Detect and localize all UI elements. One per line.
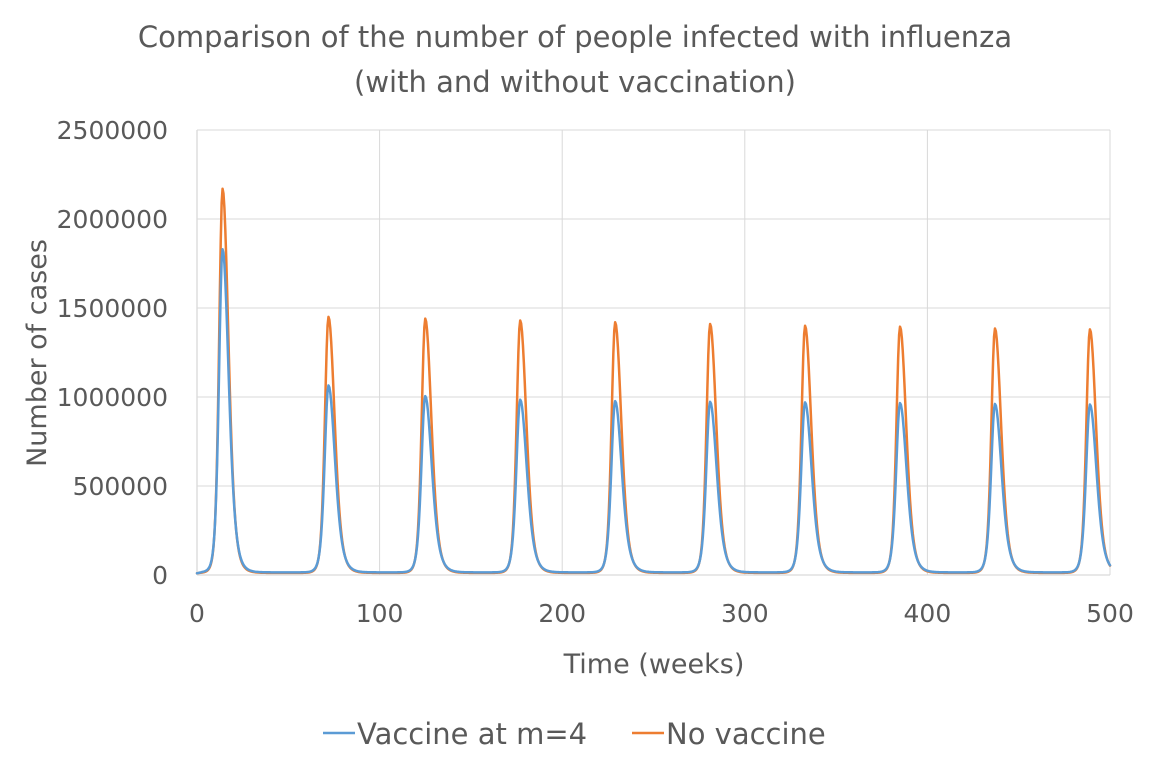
x-tick-label: 100 <box>356 599 404 628</box>
x-axis-label: Time (weeks) <box>563 649 745 680</box>
legend-label-vaccine: Vaccine at m=4 <box>357 717 587 751</box>
series-lines <box>195 187 1112 575</box>
chart-title: Comparison of the number of people infec… <box>138 20 1012 54</box>
axes <box>196 130 1110 576</box>
x-tick-label: 0 <box>189 599 205 628</box>
y-tick-labels: 0 500000 1000000 1500000 2000000 2500000 <box>57 116 168 590</box>
series-line-vaccine <box>195 248 1112 575</box>
y-tick-label: 1500000 <box>57 294 168 323</box>
y-tick-label: 2500000 <box>57 116 168 145</box>
gridlines <box>197 129 1111 575</box>
x-tick-label: 500 <box>1086 599 1134 628</box>
y-tick-label: 1000000 <box>57 383 168 412</box>
legend-label-no-vaccine: No vaccine <box>666 717 826 751</box>
legend: Vaccine at m=4 No vaccine <box>323 717 826 751</box>
y-tick-label: 500000 <box>73 472 168 501</box>
x-tick-label: 400 <box>904 599 952 628</box>
x-tick-label: 200 <box>538 599 586 628</box>
x-tick-label: 300 <box>721 599 769 628</box>
series-line-no-vaccine <box>195 187 1112 575</box>
y-tick-label: 2000000 <box>57 205 168 234</box>
chart-subtitle: (with and without vaccination) <box>354 65 796 99</box>
x-tick-labels: 0 100 200 300 400 500 <box>189 599 1134 628</box>
y-tick-label: 0 <box>152 561 168 590</box>
y-axis-label: Number of cases <box>22 239 53 467</box>
